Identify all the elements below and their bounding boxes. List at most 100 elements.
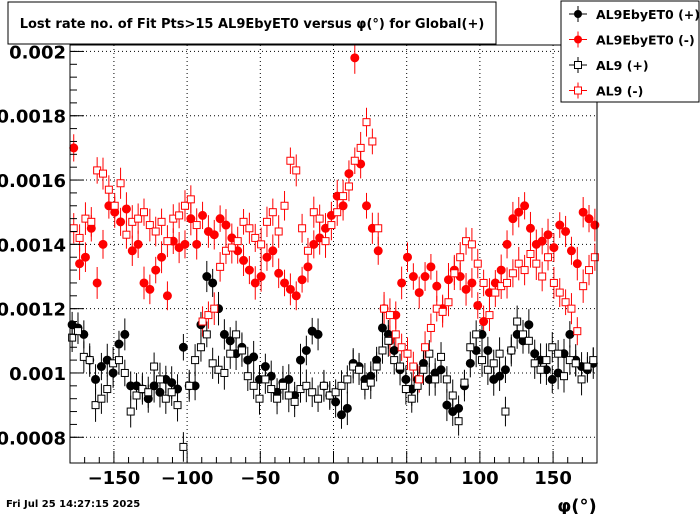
data-point [167,388,176,397]
data-point [467,240,476,249]
data-point [331,397,341,407]
data-point [321,237,330,246]
data-point [167,378,177,388]
data-point [249,352,259,362]
data-point [210,304,219,313]
data-point [331,388,340,397]
data-point [198,317,207,326]
data-point [336,410,346,420]
data-point [342,403,352,413]
data-point [542,356,551,365]
data-point [114,356,123,365]
data-point [139,208,148,217]
data-point [291,291,301,301]
data-point [473,300,483,310]
data-point [126,407,135,416]
data-point [145,221,154,230]
data-point [192,239,202,249]
data-point [286,156,295,165]
data-point [121,204,131,214]
data-point [116,217,126,227]
data-point [409,362,418,371]
x-tick-label: 150 [534,468,572,489]
data-point [514,259,523,268]
data-point [284,391,293,400]
data-point [120,329,130,339]
data-point [549,278,558,287]
data-point [572,259,582,269]
data-point [483,345,493,355]
data-point [454,403,464,413]
data-point [437,352,446,361]
data-point [273,394,282,403]
data-point [97,394,106,403]
legend-label: AL9EbyET0 (+) [596,7,700,22]
data-point [249,381,258,390]
data-point [297,275,307,285]
data-point [157,252,167,262]
data-point [514,207,524,217]
data-point [508,269,517,278]
data-point [385,311,394,320]
data-point [461,284,471,294]
data-point [525,223,535,233]
data-point [145,284,155,294]
data-point [478,356,487,365]
data-point [133,239,143,249]
data-point [257,240,266,249]
data-point [178,342,188,352]
data-point [251,233,260,242]
data-point [495,349,504,358]
legend-marker [574,86,582,95]
data-point [583,362,592,371]
data-point [298,224,307,233]
data-point [350,156,359,165]
x-tick-label: −150 [88,468,141,489]
data-point [114,339,124,349]
legend: AL9EbyET0 (+) AL9EbyET0 (-) AL9 (+) AL9 (-) [560,0,700,103]
data-point [350,53,360,63]
data-point [496,265,506,275]
data-point [162,291,172,301]
data-point [255,394,264,403]
data-point [308,388,317,397]
data-point [233,237,242,246]
data-point [401,374,411,384]
data-point [75,233,84,242]
data-point [244,265,254,275]
data-point [85,356,94,365]
data-point [196,343,205,352]
data-point [303,262,313,272]
y-tick-label: 0.0012 [0,300,66,321]
data-point [215,214,225,224]
data-point [208,359,217,368]
data-point [366,378,375,387]
data-point [432,281,442,291]
data-point [104,185,113,194]
data-point [508,214,518,224]
data-point [438,307,447,316]
data-point [442,400,452,410]
data-point [485,311,494,320]
data-point [98,239,108,249]
data-point [454,417,463,426]
data-point [466,343,475,352]
data-point [239,217,248,226]
data-point [338,201,348,211]
data-point [384,336,393,345]
data-point [561,298,570,307]
x-tick-label: −50 [240,468,280,489]
data-point [301,345,311,355]
data-point [337,381,346,390]
data-point [519,330,528,339]
x-tick-label: 100 [461,468,499,489]
data-point [150,362,159,371]
data-point [250,278,260,288]
data-point [444,298,453,307]
data-point [144,388,153,397]
y-tick-label: 0.002 [9,42,66,63]
data-point [319,381,328,390]
data-point [151,227,160,236]
data-point [465,358,475,368]
legend-marker [574,35,582,44]
